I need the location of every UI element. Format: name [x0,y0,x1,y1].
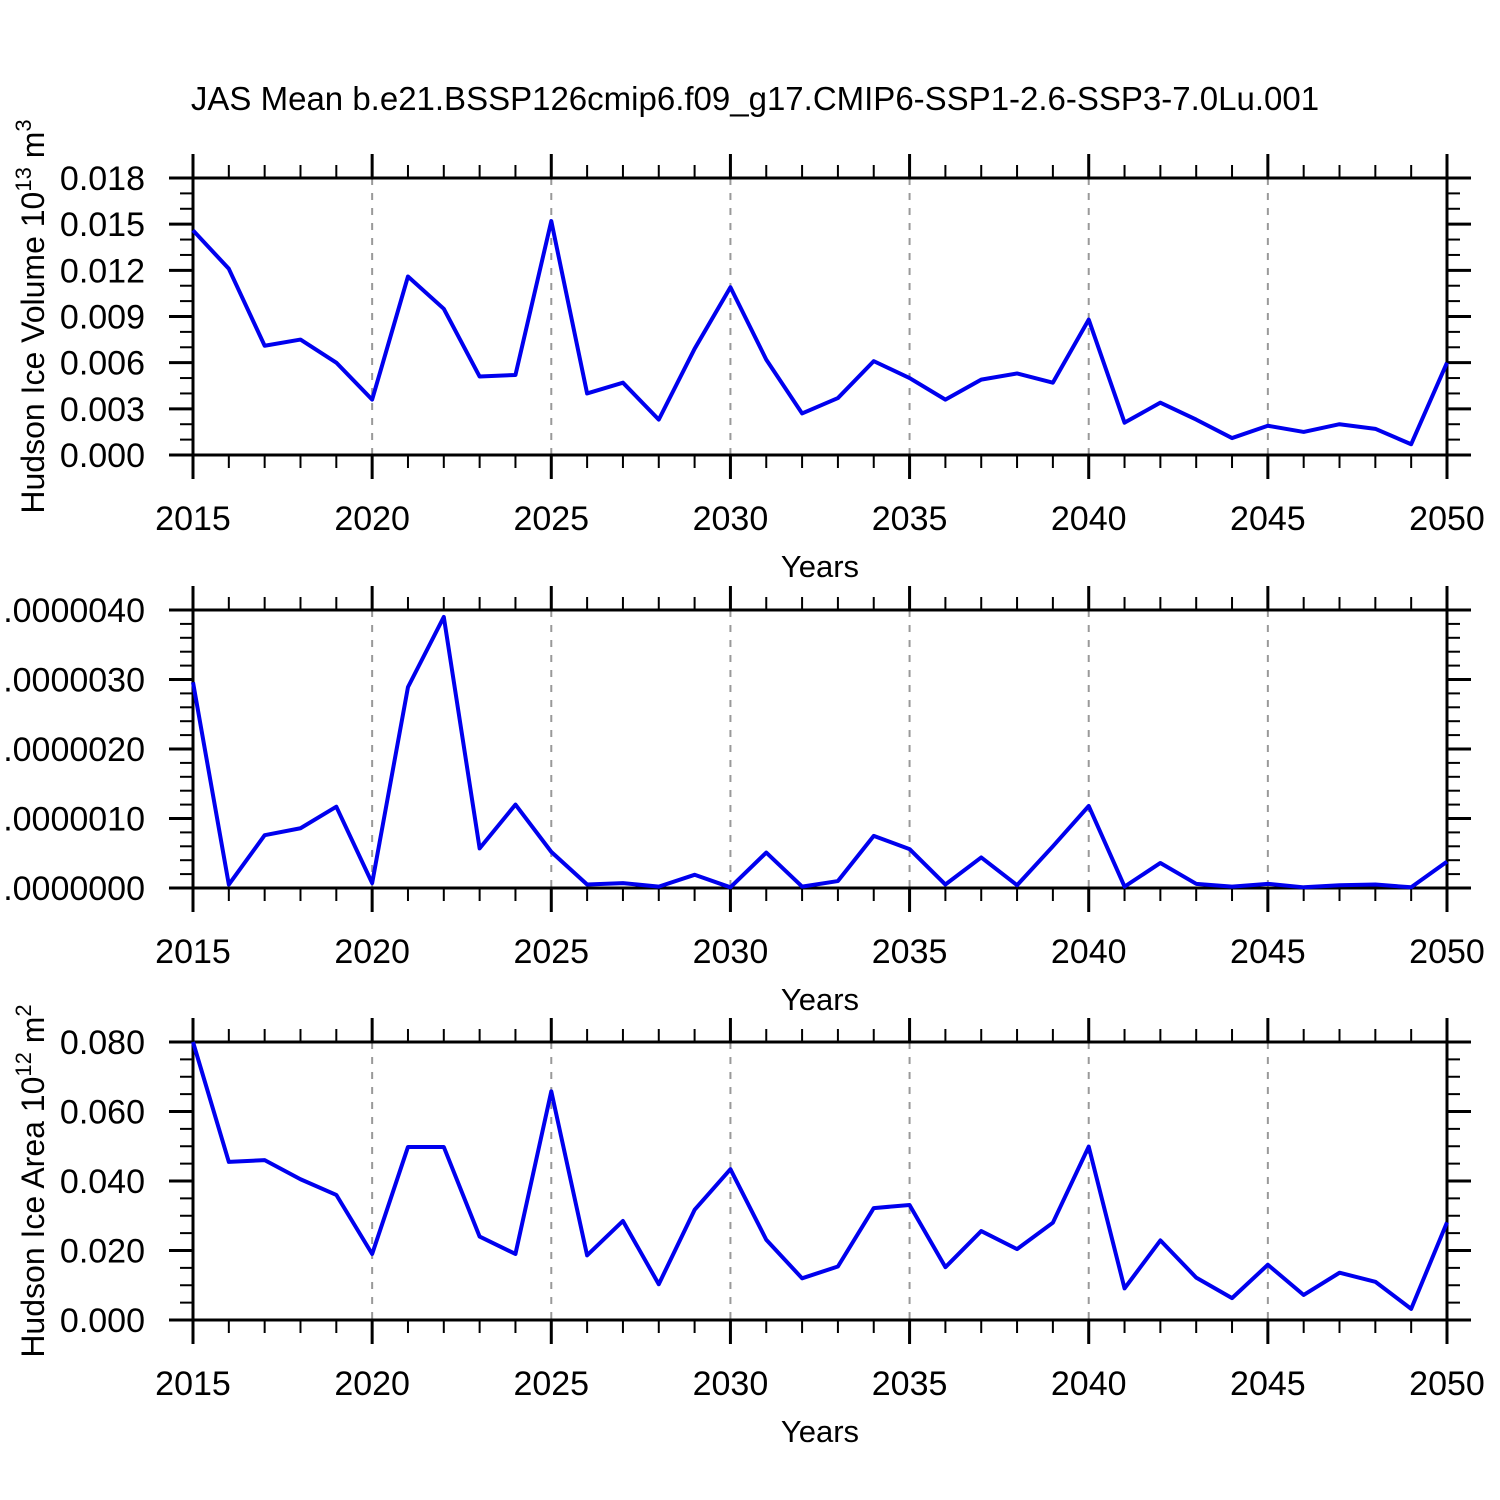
x-tick-label: 2015 [155,933,231,971]
y-tick-label: .0000010 [3,801,145,839]
x-tick-label: 2045 [1230,500,1306,538]
y-tick-label: 0.000 [60,437,145,475]
x-tick-label: 2030 [693,933,769,971]
x-tick-label: 2030 [693,1365,769,1403]
x-tick-label: 2025 [513,500,589,538]
data-line-hudson-ice-volume [191,219,1449,447]
y-tick-label: 0.020 [60,1233,145,1271]
y-tick-label: 0.018 [60,160,145,198]
y-tick-label: .0000020 [3,731,145,769]
plot-frame [191,176,1449,457]
x-tick-label: 2045 [1230,933,1306,971]
y-tick-label: 0.060 [60,1094,145,1132]
x-tick-label: 2040 [1051,933,1127,971]
x-tick-label: 2050 [1409,500,1485,538]
x-tick-label: 2045 [1230,1365,1306,1403]
y-tick-label: .0000040 [3,592,145,630]
x-axis-title: Years [781,549,859,584]
y-axis-title: Hudson Ice Area 1012 m2 [11,1004,51,1357]
y-tick-label: 0.009 [60,299,145,337]
plot-frame [191,1040,1449,1322]
y-tick-label: 0.000 [60,1302,145,1340]
y-tick-label: 0.040 [60,1163,145,1201]
figure-title: JAS Mean b.e21.BSSP126cmip6.f09_g17.CMIP… [191,80,1319,117]
data-line-middle-series [191,614,1449,890]
x-tick-label: 2025 [513,933,589,971]
x-tick-label: 2040 [1051,500,1127,538]
x-tick-label: 2025 [513,1365,589,1403]
y-axis-title: Hudson Ice Volume 1013 m3 [11,119,51,513]
x-tick-label: 2050 [1409,1365,1485,1403]
y-tick-label: .0000030 [3,662,145,700]
x-tick-label: 2015 [155,1365,231,1403]
y-tick-label: 0.006 [60,345,145,383]
x-tick-label: 2020 [334,933,410,971]
x-tick-label: 2030 [693,500,769,538]
x-tick-label: 2015 [155,500,231,538]
x-tick-label: 2040 [1051,1365,1127,1403]
x-tick-label: 2050 [1409,933,1485,971]
y-tick-label: 0.012 [60,252,145,290]
panel-hudson-ice-volume: 0.000 0.003 0.006 0.009 0.012 0.015 0.018 2015 2… [11,119,1485,584]
panel-middle-series: .0000000 .0000010 .0000020 .0000030 .0000040… [3,586,1485,1017]
x-tick-label: 2035 [872,933,948,971]
plot-frame [191,608,1449,890]
x-tick-label: 2020 [334,500,410,538]
x-tick-label: 2035 [872,1365,948,1403]
y-tick-label: 0.015 [60,206,145,244]
y-tick-label: 0.080 [60,1024,145,1062]
x-axis-title: Years [781,982,859,1017]
x-axis-title: Years [781,1414,859,1449]
x-tick-label: 2035 [872,500,948,538]
data-line-hudson-ice-area [191,1041,1449,1311]
y-tick-label: .0000000 [3,870,145,908]
x-tick-label: 2020 [334,1365,410,1403]
panel-hudson-ice-area: 0.000 0.020 0.040 0.060 0.080 2015 2020 2025 203… [11,1004,1485,1449]
y-tick-label: 0.003 [60,391,145,429]
